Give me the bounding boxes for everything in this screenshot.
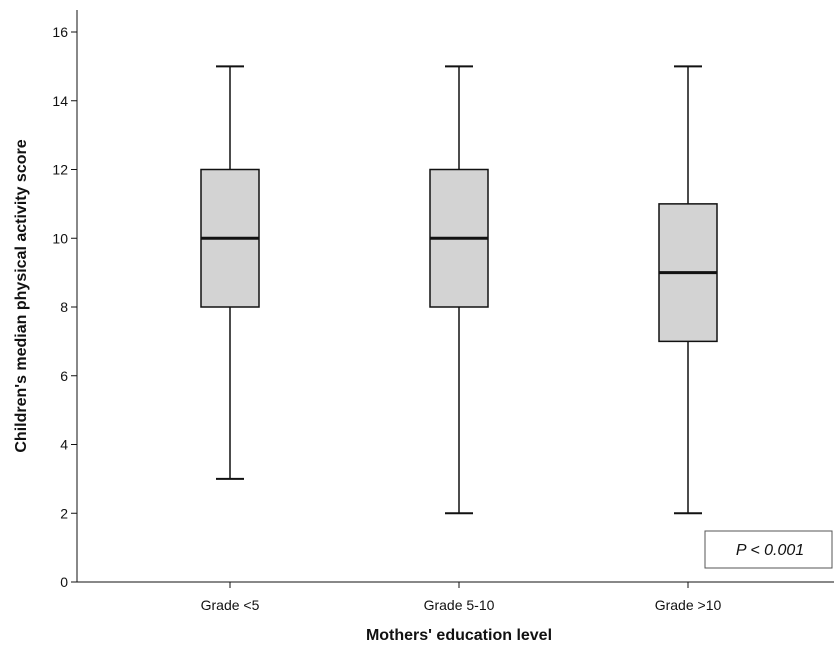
x-tick-label: Grade <5 — [201, 597, 260, 613]
y-tick-label: 16 — [52, 24, 68, 40]
x-tick-label: Grade 5-10 — [424, 597, 495, 613]
box-item — [200, 65, 260, 480]
x-axis: Grade <5 Grade 5-10 Grade >10 — [77, 581, 834, 613]
x-tick-label: Grade >10 — [655, 597, 722, 613]
y-tick-label: 8 — [60, 299, 68, 315]
y-tick-label: 4 — [60, 437, 68, 453]
y-tick-label: 14 — [52, 93, 68, 109]
p-value-box — [704, 530, 833, 569]
y-axis-title: Children's median physical activity scor… — [13, 139, 30, 452]
y-tick-label: 6 — [60, 368, 68, 384]
x-axis-title: Mothers' education level — [366, 627, 552, 644]
box-item — [658, 65, 718, 515]
y-tick-label: 10 — [52, 230, 68, 246]
y-tick-label: 0 — [60, 574, 68, 590]
box-item — [429, 65, 489, 515]
p-value-text: P < 0.001 — [736, 542, 804, 559]
y-tick-label: 2 — [60, 505, 68, 521]
y-tick-label: 12 — [52, 162, 68, 178]
y-axis: 0 2 4 6 8 10 12 14 16 — [52, 10, 78, 590]
p-value-annotation: P < 0.001 — [704, 530, 833, 569]
boxes — [200, 65, 718, 515]
